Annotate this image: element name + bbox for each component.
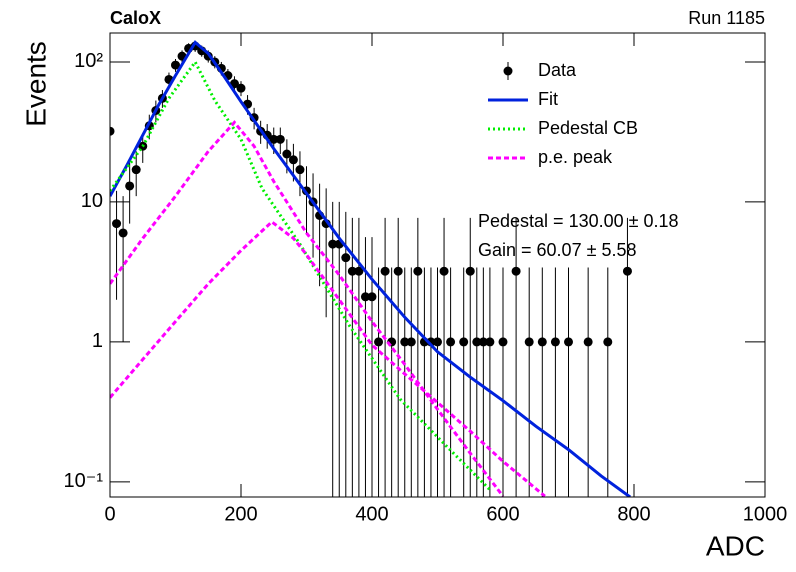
x-tick-label: 1000 [743, 503, 788, 525]
data-point [433, 337, 442, 347]
data-point [295, 165, 305, 175]
data-point [537, 337, 547, 347]
data-point [341, 253, 351, 263]
y-tick-label: 10⁻¹ [64, 470, 104, 492]
data-point [550, 337, 560, 347]
annotation: Pedestal = 130.00 ± 0.18 [478, 211, 679, 231]
legend-label: Data [538, 60, 577, 80]
data-point [125, 181, 135, 191]
chart-title: CaloX [110, 8, 161, 28]
data-point [583, 337, 593, 347]
data-point [413, 266, 423, 276]
data-point [478, 337, 488, 347]
data-point [622, 266, 632, 276]
frame [109, 32, 766, 498]
legend-label: Pedestal CB [538, 118, 638, 138]
annotation: Gain = 60.07 ± 5.58 [478, 240, 637, 260]
data-point [269, 134, 279, 144]
data-point [118, 228, 128, 238]
data-point [472, 337, 482, 347]
data-point [328, 239, 338, 249]
data-point [354, 266, 364, 276]
data-point [360, 292, 370, 302]
data-point [406, 337, 416, 347]
y-tick-label: 10 [81, 190, 103, 212]
data-point [498, 337, 508, 347]
curve [110, 40, 631, 497]
chart-subtitle: Run 1185 [688, 8, 765, 28]
curve [110, 59, 491, 491]
data-point [347, 266, 357, 276]
x-tick-label: 0 [104, 503, 115, 525]
y-axis-label: Events [20, 41, 51, 127]
data-point [439, 266, 449, 276]
data-point [367, 292, 377, 302]
data-point [282, 149, 292, 159]
x-tick-label: 400 [355, 503, 388, 525]
data-point [511, 266, 521, 276]
data-point [112, 219, 122, 229]
x-axis-label: ADC [706, 530, 765, 561]
data-point [524, 337, 534, 347]
data-point [400, 337, 410, 347]
curve [110, 219, 546, 497]
data-point [275, 134, 285, 144]
curve [110, 120, 505, 497]
plot-area [110, 40, 632, 497]
data-point [393, 266, 403, 276]
data-point [288, 155, 298, 165]
legend-key [503, 66, 513, 76]
data-point [485, 337, 495, 347]
data-point [110, 126, 115, 136]
y-tick-label: 1 [92, 330, 103, 352]
data-point [171, 60, 180, 70]
data-point [236, 83, 246, 93]
data-point [459, 337, 469, 347]
data-point [374, 337, 384, 347]
data-point [380, 266, 390, 276]
data-point [465, 266, 475, 276]
x-tick-label: 800 [617, 503, 650, 525]
legend-label: p.e. peak [538, 147, 613, 167]
data-point [131, 165, 141, 175]
legend-label: Fit [538, 89, 558, 109]
x-tick-label: 600 [486, 503, 519, 525]
data-point [603, 337, 613, 347]
data-point [446, 337, 456, 347]
y-tick-label: 10² [74, 50, 103, 72]
data-point [564, 337, 573, 347]
x-tick-label: 200 [224, 503, 257, 525]
